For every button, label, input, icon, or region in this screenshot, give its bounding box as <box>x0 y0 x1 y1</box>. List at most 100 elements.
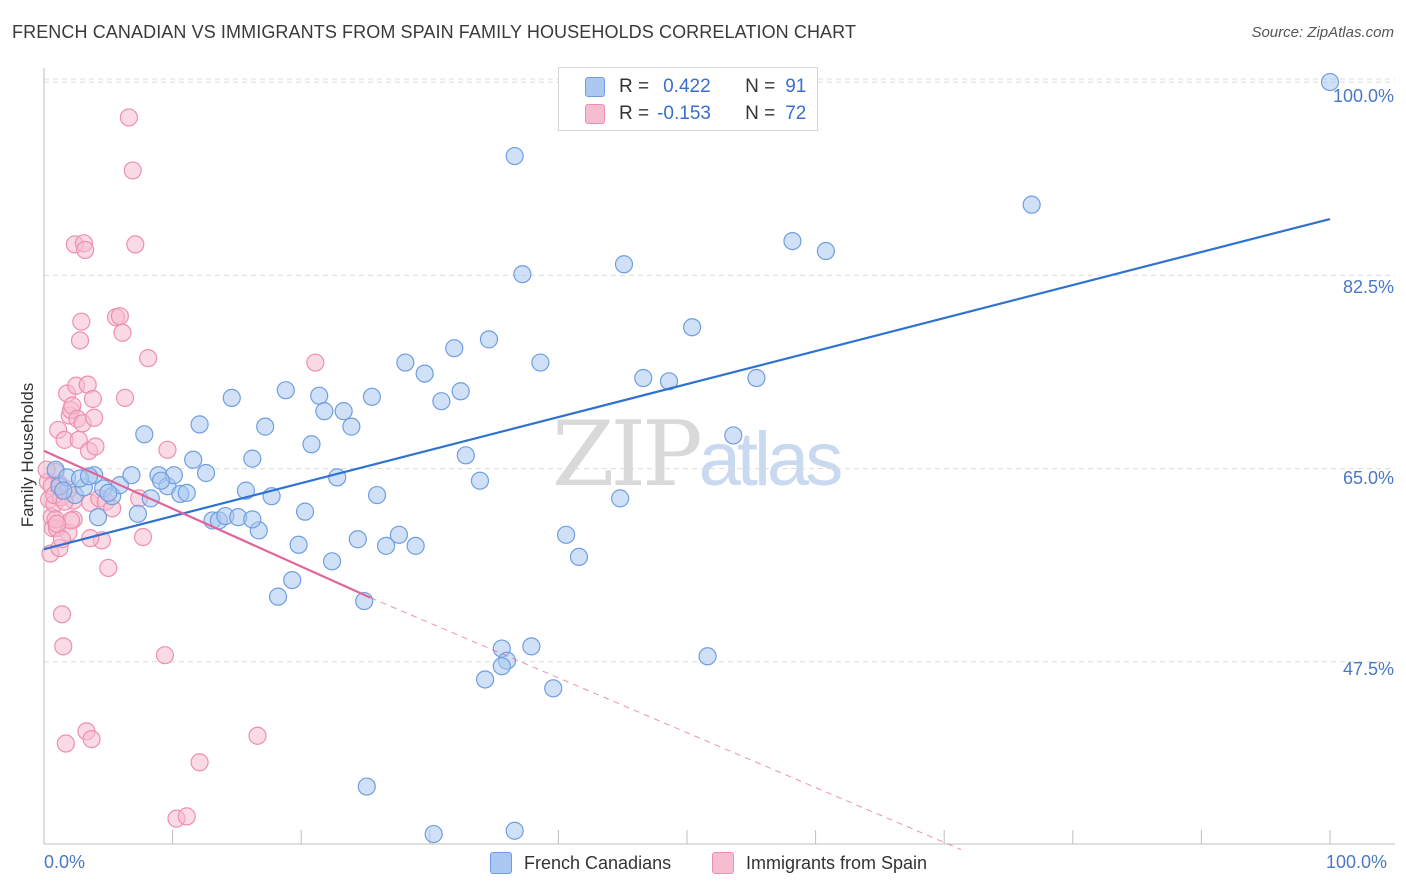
spain-point <box>85 408 104 427</box>
french-canadian-point <box>406 536 425 555</box>
french-canadian-point <box>128 504 147 523</box>
correlation-legend: R = 0.422 N = 91 R = -0.153 N = 72 <box>558 67 818 131</box>
french-canadian-point <box>302 435 321 454</box>
legend-n-label: N = <box>745 103 776 124</box>
french-canadian-point <box>99 483 118 502</box>
legend-n-label: N = <box>745 76 776 97</box>
french-canadian-point <box>256 417 275 436</box>
x-tick-label: 100.0% <box>1326 852 1388 872</box>
watermark: ZIPatlas <box>552 402 844 507</box>
spain-point <box>70 331 90 350</box>
french-canadian-point <box>348 530 367 549</box>
french-canadian-point <box>357 777 376 796</box>
spain-point <box>158 440 177 459</box>
y-tick-label: 65.0% <box>1342 468 1394 488</box>
y-tick-label: 82.5% <box>1342 277 1394 297</box>
legend-r-value: 0.422 <box>663 76 711 97</box>
french-canadian-point <box>505 146 524 166</box>
french-canadian-point <box>389 525 409 544</box>
french-canadian-point <box>557 525 576 544</box>
french-canadian-point <box>634 368 653 388</box>
french-canadian-point <box>747 368 766 388</box>
spain-point <box>139 349 158 368</box>
french-canadian-point <box>415 364 434 383</box>
french-canadian-point <box>479 330 499 349</box>
legend-n-value: 72 <box>785 103 807 124</box>
french-canadian-point <box>122 466 141 485</box>
legend-swatch-pink <box>712 852 734 874</box>
french-canadian-point <box>1022 195 1041 214</box>
french-canadian-point <box>88 508 108 527</box>
legend-series-name: Immigrants from Spain <box>746 852 928 873</box>
series-legend-spain: Immigrants from Spain <box>712 852 927 874</box>
french-canadian-point <box>611 489 630 508</box>
french-canadian-point <box>243 510 262 529</box>
french-canadian-point <box>614 255 634 274</box>
spain-point <box>306 353 325 372</box>
spain-point <box>177 807 196 826</box>
spain-point <box>76 240 95 260</box>
french-canadian-point <box>310 386 329 405</box>
legend-r-value: -0.153 <box>657 103 711 124</box>
spain-point <box>248 726 267 745</box>
legend-series-name: French Canadians <box>524 852 672 873</box>
french-canadian-point <box>289 535 308 554</box>
y-tick-label: 47.5% <box>1342 659 1394 679</box>
french-canadian-point <box>456 446 475 465</box>
x-tick-label: 0.0% <box>44 852 86 872</box>
legend-swatch-pink <box>585 104 605 124</box>
french-canadian-point <box>522 637 541 656</box>
french-canadian-point <box>432 392 451 411</box>
spain-trend-line-extension <box>370 597 962 850</box>
spain-point <box>190 753 209 772</box>
french-canadian-point <box>177 483 196 502</box>
spain-point <box>82 729 101 749</box>
french-canadian-point <box>724 426 743 445</box>
y-axis-label: Family Households <box>18 382 37 528</box>
french-canadian-point <box>492 657 511 676</box>
spain-point <box>113 323 132 342</box>
legend-swatch-blue <box>490 852 512 874</box>
spain-point <box>126 235 145 254</box>
french-canadian-point <box>1320 72 1340 92</box>
spain-point <box>47 514 66 533</box>
french-canadian-point <box>315 402 334 421</box>
spain-point <box>110 307 129 326</box>
french-canadian-point <box>783 231 802 251</box>
french-canadian-point <box>445 339 464 358</box>
french-canadian-point <box>470 471 490 490</box>
french-canadian-point <box>295 502 315 521</box>
spain-point <box>52 605 72 624</box>
french-canadian-point <box>544 679 563 698</box>
french-canadian-point <box>376 536 396 555</box>
y-tick-label: 100.0% <box>1332 86 1394 106</box>
french-canadian-point <box>236 481 256 500</box>
french-canadian-point <box>424 824 443 844</box>
french-trend-line <box>43 217 1331 551</box>
french-canadian-point <box>276 381 295 400</box>
french-canadian-point <box>367 485 387 505</box>
french-canadian-point <box>190 415 209 434</box>
french-canadian-point <box>505 821 524 840</box>
french-canadian-point <box>342 417 361 436</box>
spain-point <box>119 108 138 127</box>
spain-point <box>86 437 105 456</box>
french-canadian-point <box>451 382 470 401</box>
spain-point <box>56 734 75 753</box>
french-canadian-point <box>362 387 382 406</box>
legend-row-spain: R = -0.153 N = 72 <box>585 102 806 126</box>
french-canadian-point <box>283 570 302 590</box>
watermark-atlas: atlas <box>698 417 844 502</box>
source-label: Source: ZipAtlas.com <box>1251 24 1394 41</box>
french-canadian-point <box>243 449 262 468</box>
spain-point <box>54 637 73 656</box>
french-canadian-point <box>816 241 835 261</box>
french-canadian-point <box>683 318 702 337</box>
spain-point <box>155 646 174 665</box>
french-canadian-point <box>334 402 353 421</box>
french-canadian-point <box>475 670 495 689</box>
french-canadian-point <box>184 450 203 469</box>
series-legend-french: French Canadians <box>490 852 671 874</box>
french-canadian-point <box>396 353 415 372</box>
